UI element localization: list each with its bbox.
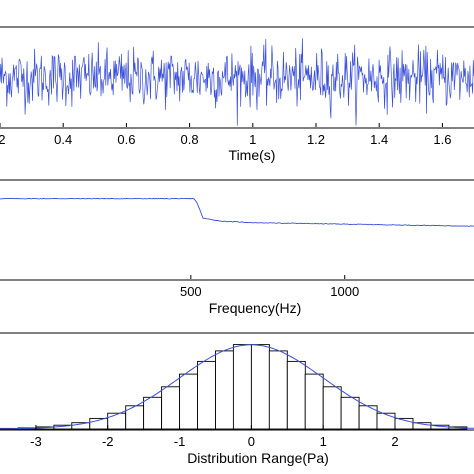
x-tick-label: -1 (174, 434, 186, 449)
x-tick-label: 2 (391, 434, 398, 449)
x-tick-label: 1.4 (370, 132, 388, 147)
distribution-x-ticks: -3 -2 -1 0 1 2 (30, 425, 399, 449)
histogram-bar (304, 373, 324, 430)
x-tick-label: 1 (249, 132, 256, 147)
x-tick-label: 0.4 (54, 132, 72, 147)
histogram-bar (232, 344, 252, 430)
histogram-bar (197, 360, 216, 430)
x-tick-label: 1 (320, 434, 327, 449)
frequency-response-line (0, 197, 474, 227)
distribution-x-axis-label: Distribution Range(Pa) (187, 450, 329, 466)
x-tick-label: 1.2 (307, 132, 325, 147)
normal-fit-curve (0, 344, 474, 430)
distribution-panel: -3 -2 -1 0 1 2 Distribution Range(Pa) (0, 332, 474, 466)
frequency-x-axis-label: Frequency(Hz) (209, 300, 302, 316)
x-tick-label: 500 (180, 284, 202, 299)
x-tick-label: -3 (30, 434, 42, 449)
histogram-bars (0, 344, 468, 430)
x-tick-label: .2 (0, 132, 5, 147)
histogram-bar (161, 386, 181, 430)
histogram-bar (322, 386, 342, 430)
histogram-bar (376, 412, 396, 430)
time-x-axis-label: Time(s) (229, 147, 276, 163)
x-tick-label: -2 (102, 434, 114, 449)
frequency-series (0, 197, 474, 227)
frequency-x-ticks: 500 1000 (180, 275, 359, 299)
normal-fit-line (0, 344, 474, 430)
histogram-bar (340, 396, 360, 430)
x-tick-label: 0.8 (181, 132, 199, 147)
x-tick-label: 0.6 (117, 132, 135, 147)
time-signal-panel: .2 0.4 0.6 0.8 1 1.2 1.4 1.6 Time(s) (0, 26, 474, 163)
noise-signal-line (0, 38, 474, 126)
histogram-bar (179, 373, 198, 430)
time-x-ticks: .2 0.4 0.6 0.8 1 1.2 1.4 1.6 (0, 123, 451, 147)
frequency-panel: 500 1000 Frequency(Hz) (0, 179, 474, 316)
time-signal-series (0, 38, 474, 126)
frequency-plot-axes-box (0, 179, 474, 281)
x-tick-label: 0 (248, 434, 255, 449)
histogram-bar (215, 350, 234, 430)
histogram-bar (286, 360, 306, 430)
histogram-bar (143, 396, 163, 430)
histogram-bar (268, 350, 288, 430)
x-tick-label: 1.6 (433, 132, 451, 147)
x-tick-label: 1000 (330, 284, 359, 299)
histogram-bar (250, 344, 270, 430)
histogram-bar (107, 412, 127, 430)
